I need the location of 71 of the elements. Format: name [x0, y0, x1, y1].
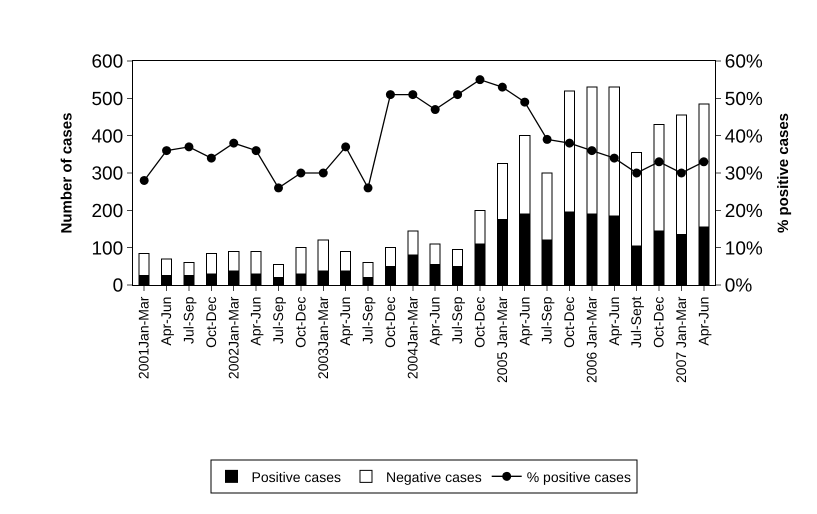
x-tick-label: Oct-Dec [382, 296, 398, 348]
y2-tick-label: 30% [724, 164, 763, 185]
x-tick-label: 2005 Jan-Mar [494, 296, 510, 383]
y-tick-label: 400 [91, 126, 124, 148]
point [296, 168, 306, 178]
point [229, 138, 238, 148]
y2-tick-label: 40% [724, 126, 763, 148]
point [184, 142, 194, 152]
x-tick-label: 2001Jan-Mar [136, 296, 152, 380]
x-tick-label: Oct-Dec [292, 296, 308, 348]
x-tick-label: Apr-Jun [606, 296, 622, 346]
x-tick-label: 2004Jan-Mar [404, 296, 420, 380]
x-tick-label: Oct-Dec [202, 296, 219, 348]
point [475, 75, 484, 84]
x-tick-label: 2003Jan-Mar [314, 296, 331, 380]
y-tick-label: 500 [91, 88, 124, 110]
point [520, 98, 530, 107]
x-tick-label: Jul-Sep [270, 296, 286, 344]
y-axis-title: Number of cases [58, 112, 76, 234]
x-tick-label: Jul-Sept [628, 296, 644, 348]
x-tick-label: 2002Jan-Mar [225, 296, 242, 380]
x-tick-label: Apr-Jun [337, 296, 354, 346]
y-tick-label: 300 [91, 164, 124, 185]
x-tick-label: Jul-Sep [180, 296, 197, 344]
point [206, 154, 216, 163]
y2-axis-title: % positive cases [774, 112, 792, 234]
point [699, 157, 708, 166]
y2-tick-label: 20% [724, 200, 763, 222]
x-tick-label: Oct-Dec [561, 296, 578, 348]
point [162, 146, 172, 156]
y-tick-label: 200 [91, 200, 124, 222]
x-tick-label: Jul-Sep [360, 296, 376, 344]
legend-label: Negative cases [386, 468, 482, 485]
x-tick-label: 2007 Jan-Mar [672, 296, 689, 383]
point [632, 168, 642, 178]
x-tick-label: Apr-Jun [516, 296, 532, 346]
point [453, 90, 462, 100]
point [498, 82, 507, 92]
point [318, 168, 328, 178]
x-tick-label: Apr-Jun [248, 296, 264, 346]
y-tick-label: 100 [91, 238, 124, 260]
x-tick-label: Oct-Dec [650, 296, 667, 348]
x-tick-label: Oct-Dec [472, 296, 488, 348]
point [252, 146, 261, 156]
x-tick-label: Jul-Sep [538, 296, 555, 344]
y-tick-label: 0 [112, 276, 124, 297]
x-tick-label: Jul-Sep [449, 296, 466, 344]
point [408, 90, 418, 100]
legend-label: % positive cases [526, 468, 631, 485]
y2-tick-label: 0% [724, 276, 752, 297]
point [341, 142, 350, 152]
point [587, 146, 596, 156]
point [676, 168, 686, 178]
point [364, 183, 373, 192]
y2-tick-label: 60% [724, 52, 763, 73]
point [610, 154, 619, 163]
point [274, 183, 283, 192]
point [430, 105, 440, 114]
point [386, 90, 395, 100]
point [542, 134, 552, 144]
point [140, 176, 149, 185]
x-tick-label: 2006 Jan-Mar [583, 296, 600, 383]
y2-tick-label: 10% [724, 238, 763, 260]
y2-tick-label: 50% [724, 88, 763, 110]
x-tick-label: Apr-Jun [695, 296, 712, 346]
legend-label: Positive cases [252, 468, 341, 485]
point [565, 138, 574, 148]
x-tick-label: Apr-Jun [158, 296, 174, 346]
point [654, 157, 664, 166]
y-tick-label: 600 [91, 52, 124, 73]
x-tick-label: Apr-Jun [426, 296, 443, 346]
